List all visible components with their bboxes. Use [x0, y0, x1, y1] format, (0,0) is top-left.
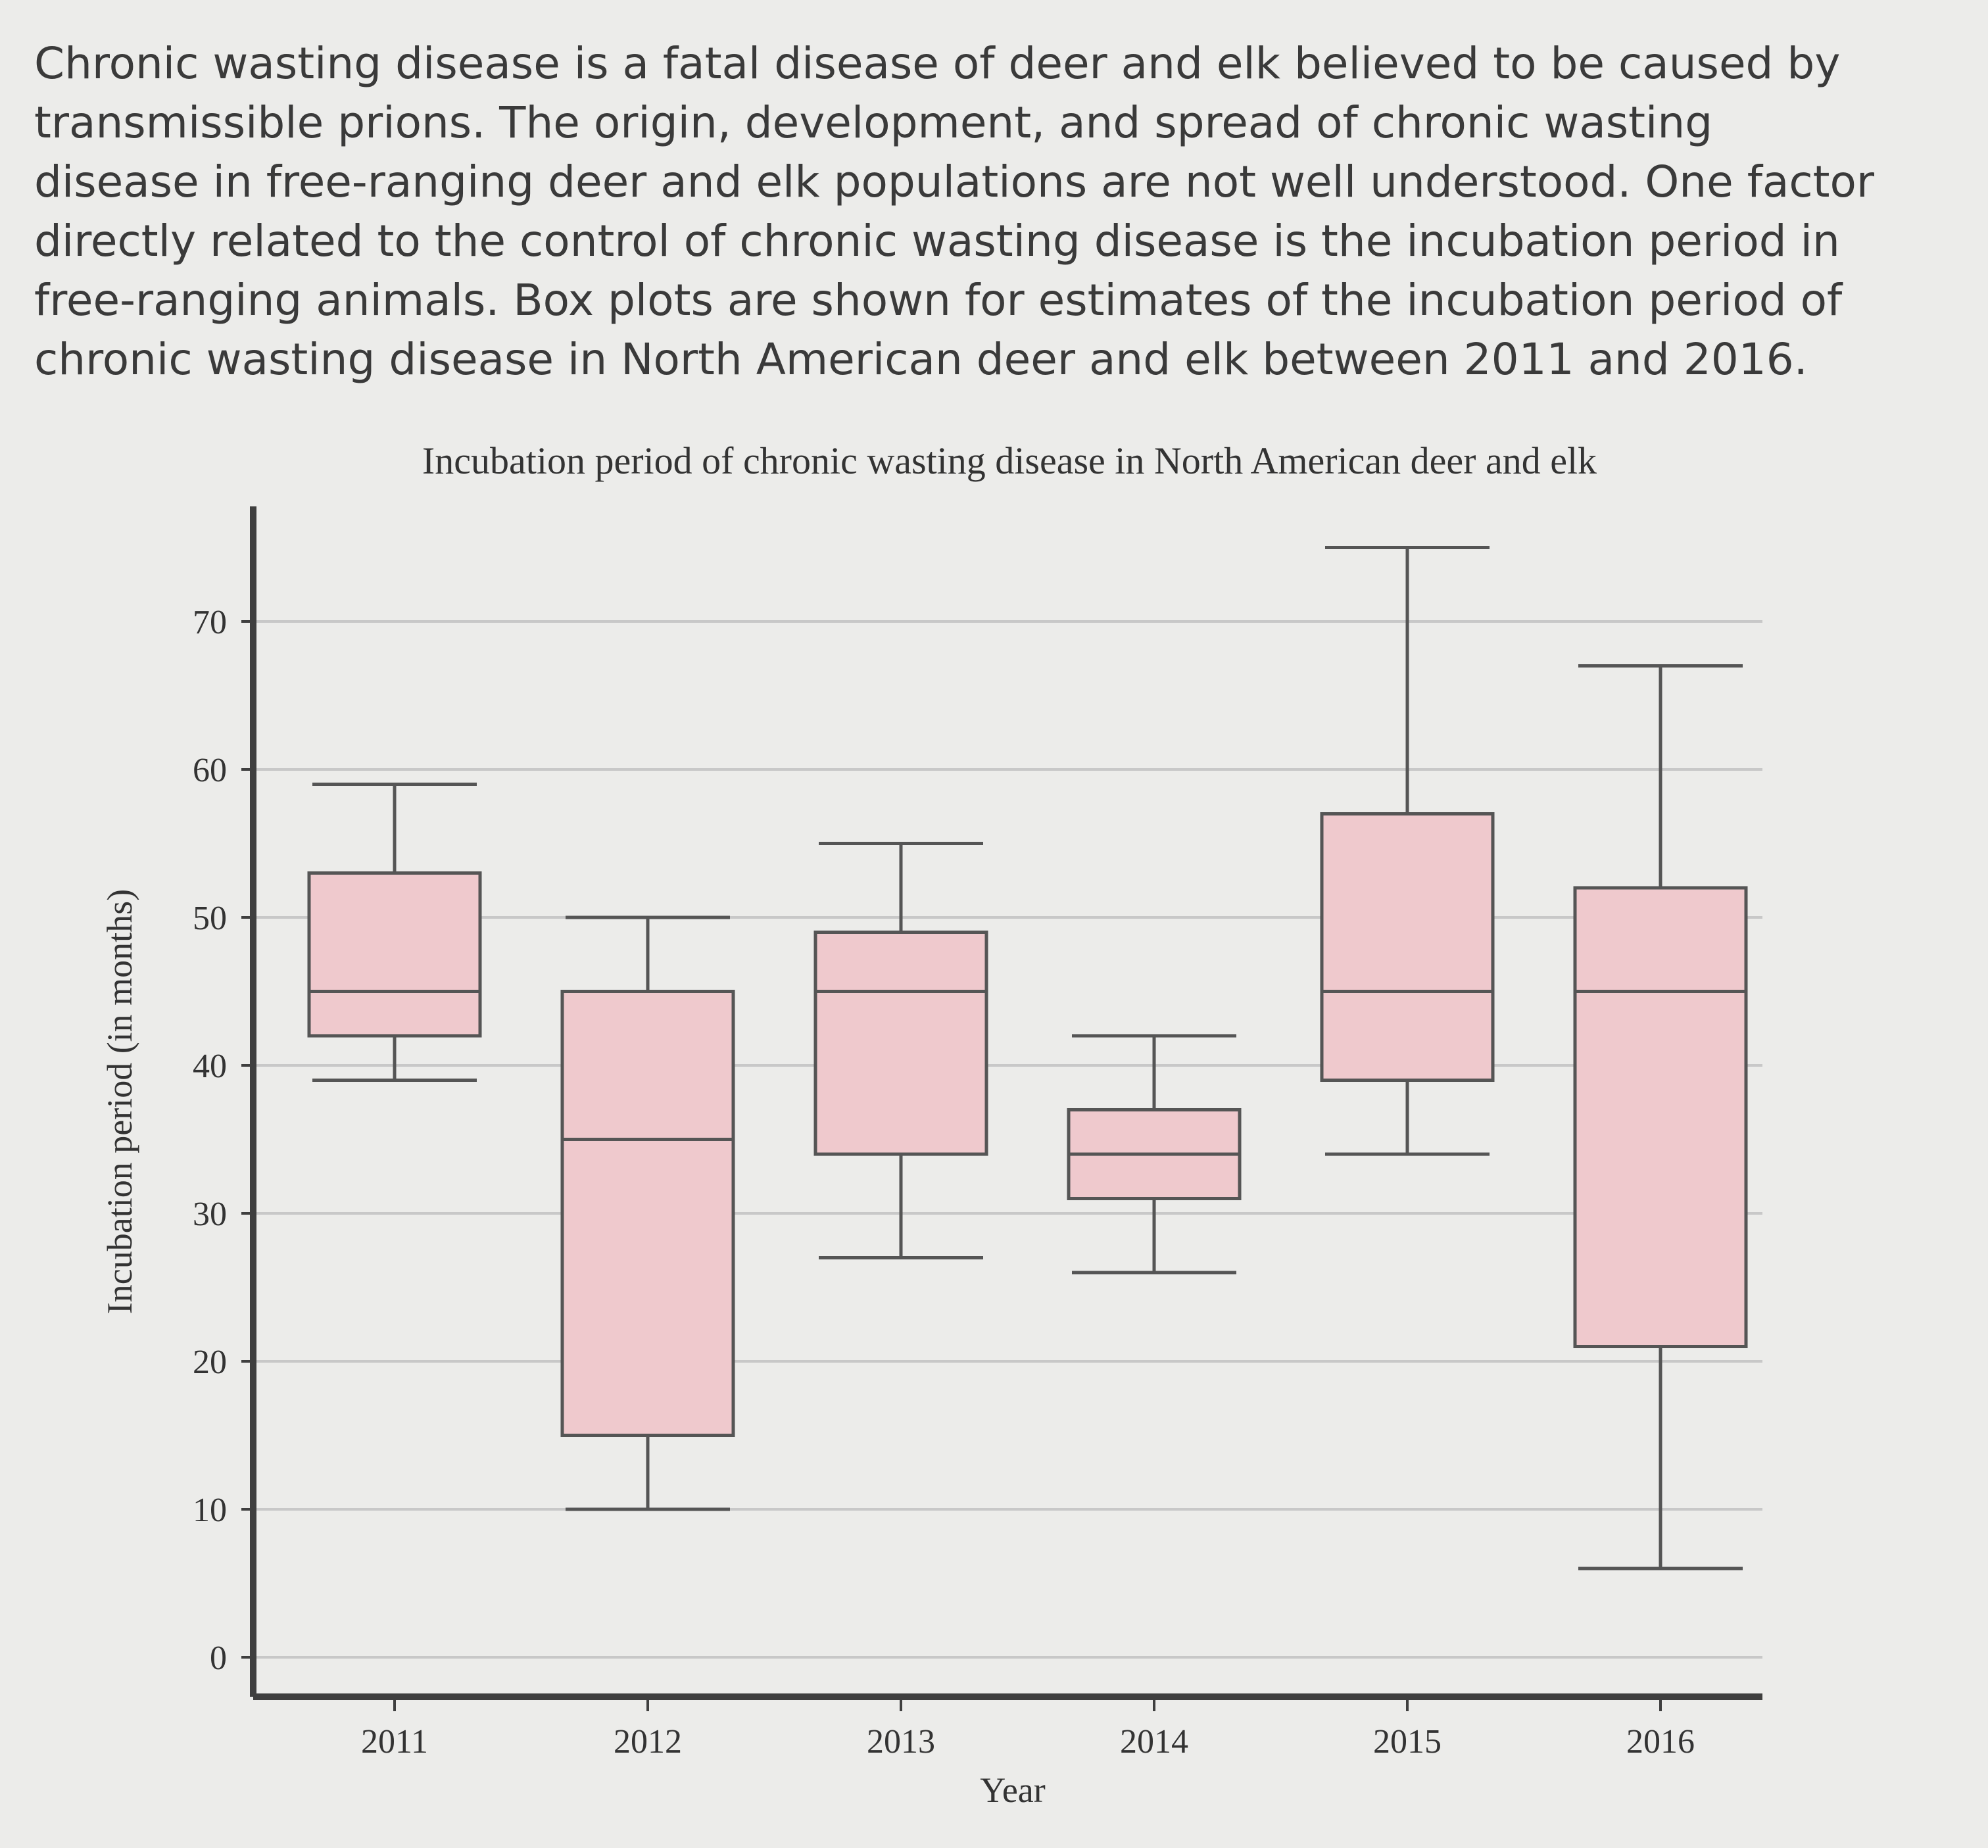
box-2011: [307, 783, 482, 1082]
gridlines: [253, 620, 1762, 1659]
axes: [250, 506, 1762, 1700]
intro-paragraph: Chronic wasting disease is a fatal disea…: [34, 38, 1875, 385]
boxes: [307, 546, 1748, 1570]
y-tick-label: 40: [193, 1048, 227, 1085]
iqr-box: [1573, 886, 1748, 1348]
chart-title: Incubation period of chronic wasting dis…: [422, 439, 1597, 482]
x-tick-label: 2012: [614, 1723, 682, 1761]
y-tick-label: 50: [193, 900, 227, 937]
y-tick-label: 20: [193, 1344, 227, 1381]
box-2013: [813, 842, 988, 1259]
box-2016: [1573, 664, 1748, 1570]
iqr-box: [307, 871, 482, 1038]
x-tick-label: 2011: [361, 1723, 428, 1761]
y-ticks: 0 10 20 30 40 50 60 70: [193, 604, 253, 1677]
box-2012: [560, 915, 735, 1511]
y-tick-label: 30: [193, 1196, 227, 1233]
box-2015: [1320, 546, 1495, 1156]
iqr-box: [813, 931, 988, 1156]
y-tick-label: 10: [193, 1492, 227, 1529]
y-axis-label: Incubation period (in months): [100, 889, 139, 1314]
x-tick-label: 2013: [867, 1723, 935, 1761]
x-tick-label: 2016: [1626, 1723, 1695, 1761]
x-tick-label: 2015: [1373, 1723, 1442, 1761]
box-2014: [1067, 1034, 1242, 1275]
iqr-box: [560, 990, 735, 1437]
box-plot-chart: Incubation period of chronic wasting dis…: [100, 439, 1762, 1810]
x-axis-label: Year: [980, 1770, 1046, 1810]
y-tick-label: 70: [193, 604, 227, 641]
y-tick-label: 60: [193, 752, 227, 789]
y-tick-label: 0: [210, 1640, 227, 1677]
x-tick-label: 2014: [1120, 1723, 1188, 1761]
x-ticks: 2011 2012 2013 2014 2015 2016: [361, 1697, 1695, 1761]
iqr-box: [1320, 812, 1495, 1082]
